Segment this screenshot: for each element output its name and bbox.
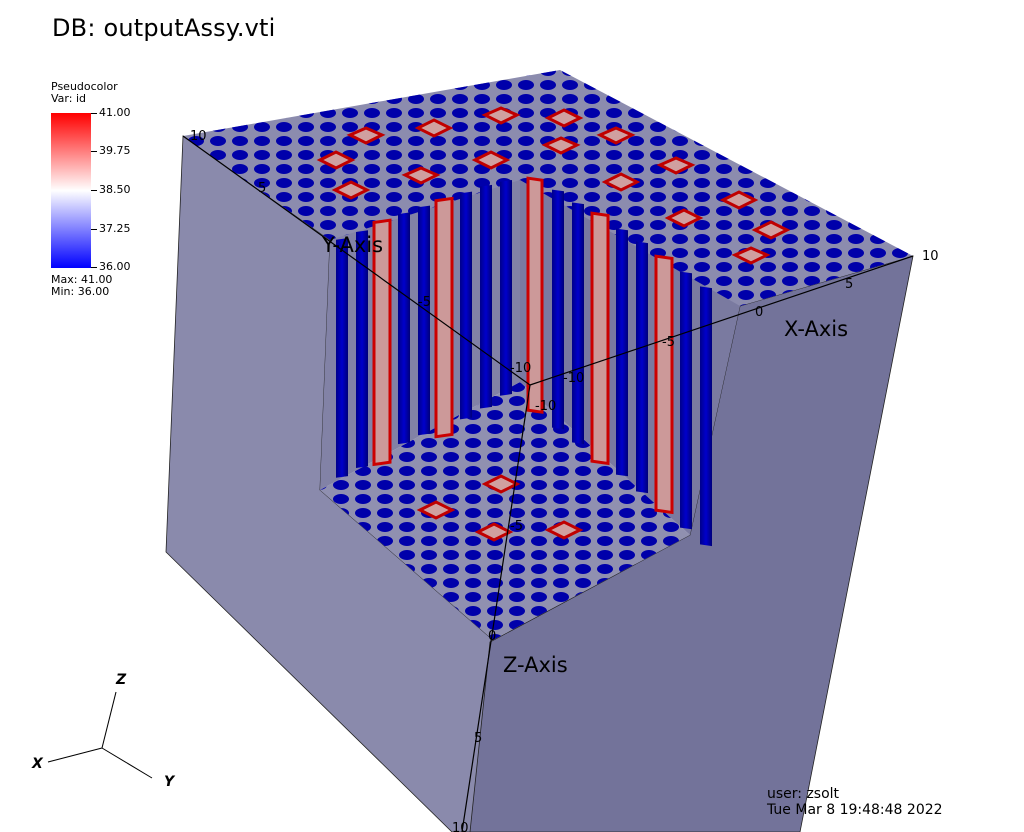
orientation-triad[interactable]: Z Y X — [31, 672, 176, 790]
cutaway-floor-pins — [320, 382, 690, 640]
z-tick: 10 — [452, 821, 469, 832]
pseudocolor-legend: Pseudocolor Var: id 41.00 39.75 38.50 37… — [51, 80, 131, 298]
y-tick: -5 — [418, 295, 431, 310]
z-axis-label: Z-Axis — [503, 653, 568, 677]
legend-colorbar — [51, 113, 91, 268]
triad-z-label: Z — [115, 672, 127, 688]
z-tick: -10 — [535, 399, 556, 414]
y-tick: 10 — [190, 129, 207, 144]
database-title: DB: outputAssy.vti — [52, 14, 276, 42]
user-info: user: zsolt Tue Mar 8 19:48:48 2022 — [767, 786, 943, 818]
axis-lines — [182, 135, 914, 832]
y-tick: -10 — [510, 361, 531, 376]
triad-x-label: X — [31, 756, 44, 772]
x-tick: 5 — [845, 277, 853, 292]
fuel-rods-left — [336, 180, 512, 478]
x-axis-label: X-Axis — [784, 317, 848, 341]
high-id-markers-top — [316, 106, 791, 265]
legend-min: Min: 36.00 — [51, 285, 110, 298]
y-axis-label: Y-Axis — [321, 233, 383, 257]
x-tick: 0 — [755, 305, 763, 320]
x-tick: 10 — [922, 249, 939, 264]
z-tick: -5 — [510, 519, 523, 534]
user-name: user: zsolt — [767, 786, 840, 802]
z-tick: 0 — [488, 629, 496, 644]
legend-max: Max: 41.00 — [51, 273, 113, 286]
fuel-rods-right — [526, 176, 712, 547]
legend-plot-type: Pseudocolor — [51, 80, 118, 93]
legend-variable: Var: id — [51, 92, 86, 105]
z-tick: 5 — [474, 731, 482, 746]
x-tick: -10 — [563, 371, 584, 386]
x-tick: -5 — [662, 335, 675, 350]
render-date: Tue Mar 8 19:48:48 2022 — [767, 802, 943, 818]
y-tick: 5 — [258, 181, 266, 196]
triad-y-label: Y — [164, 774, 176, 790]
high-id-markers-floor — [416, 474, 584, 542]
